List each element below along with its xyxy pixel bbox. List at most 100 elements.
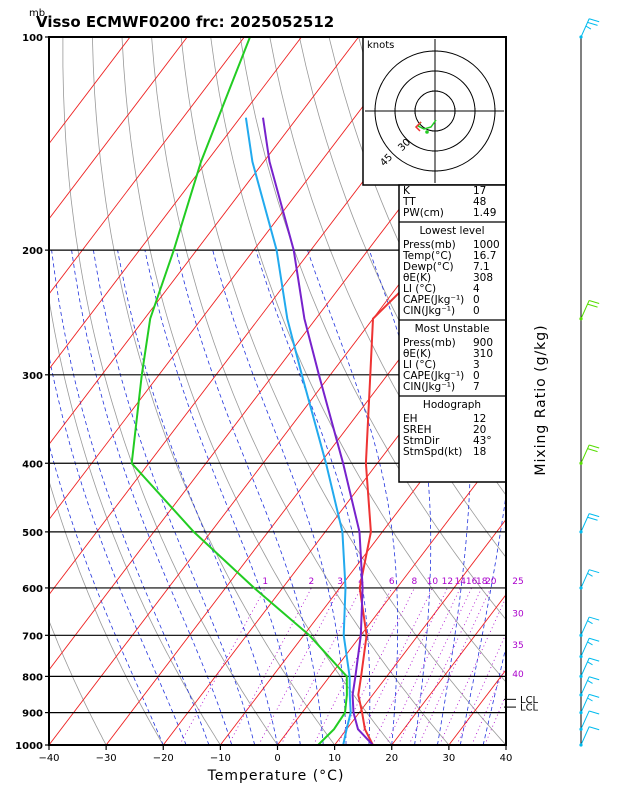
isotherm [49, 37, 188, 220]
mixing-ratio-label: 12 [442, 577, 453, 587]
wind-barb-flag [589, 616, 600, 621]
wind-barb [579, 444, 600, 465]
moist-adiabat [307, 249, 399, 745]
mixing-ratio-line [258, 587, 341, 745]
table-row-value: 7 [473, 381, 480, 393]
hodograph-block: Hodograph EH 12 SREH 20 StmDir 43° StmSpd(kt) 18 [403, 399, 492, 458]
moist-adiabat [482, 645, 506, 745]
dry-adiabat [210, 37, 506, 683]
wind-barb-staff [580, 710, 590, 730]
stats-table: K 17 TT 48 PW(cm) 1.49 Lowest level Press(mb) 1… [398, 184, 507, 483]
wind-barb-flag [587, 572, 593, 577]
wind-barb [579, 726, 600, 747]
table-row-label: SREH [403, 424, 432, 436]
table-row-label: K [403, 185, 411, 197]
table-row-label: TT [402, 196, 416, 208]
wind-barb-flag [589, 637, 600, 642]
x-tick-label: 0 [274, 753, 280, 764]
y-tick-label: 100 [22, 33, 43, 44]
isotherm [49, 37, 417, 521]
hodograph-trace [414, 121, 422, 132]
chart-title: Visso ECMWF0200 frc: 2025052512 [36, 13, 334, 31]
mixing-ratio-label: 8 [412, 577, 418, 587]
hodograph-ticks [374, 50, 496, 172]
table-row-label: θE(K) [403, 272, 431, 284]
wind-barb-staff [580, 513, 590, 533]
table-row-value: 20 [473, 424, 486, 436]
x-tick-label: 30 [443, 753, 456, 764]
mixing-ratio-label: 20 [485, 577, 497, 587]
table-header: Most Unstable [415, 323, 490, 335]
wind-barb-staff [580, 638, 590, 657]
table-row-value: 12 [473, 413, 486, 425]
mixing-ratio-label: 18 [476, 577, 488, 587]
moist-adiabat [212, 249, 347, 745]
isotherm [49, 37, 359, 446]
wind-barb [579, 569, 600, 590]
wind-barb-flag [589, 300, 600, 304]
wind-barb-staff [580, 616, 590, 636]
most-unstable-block: Most Unstable Press(mb) 900 θE(K) 310 LI (°C)… [403, 323, 493, 393]
dry-adiabat [269, 37, 506, 558]
isotherm [49, 37, 245, 295]
isotherm [49, 37, 131, 145]
wind-barb-staff [580, 18, 590, 38]
dry-adiabat [49, 296, 221, 745]
table-row-value: 48 [473, 196, 486, 208]
table-row-value: 3 [473, 359, 480, 371]
table-row-label: StmDir [403, 435, 440, 447]
background-lines [49, 37, 506, 745]
table-row-label: PW(cm) [403, 207, 444, 219]
table-row-label: CIN(Jkg⁻¹) [403, 305, 455, 317]
wind-barb-flag [589, 513, 600, 518]
y-tick-label: 1000 [15, 741, 43, 752]
moist-adiabat [93, 250, 256, 745]
lowest-level-block: Lowest level Press(mb) 1000 Temp(°C) 16.7 Dew… [402, 225, 500, 317]
mixing-ratio-label: 35 [512, 641, 523, 651]
y-tick-label: 600 [22, 584, 43, 595]
dry-adiabat [239, 37, 506, 621]
moist-adiabat [459, 492, 506, 745]
isotherm [277, 443, 506, 745]
wind-barb [579, 710, 600, 731]
table-row-value: 16.7 [473, 250, 496, 262]
mixing-ratio-label: 40 [512, 670, 524, 680]
x-tick-label: 40 [500, 753, 513, 764]
table-row-value: 0 [473, 305, 480, 317]
wind-barb-flag [589, 726, 600, 731]
table-row-value: 7.1 [473, 261, 490, 273]
table-row-label: Dewp(°C) [403, 261, 454, 273]
mixing-ratio-label: 10 [427, 577, 439, 587]
y-tick-label: 800 [22, 672, 43, 683]
mixing-ratio-axis-label: Mixing Ratio (g/kg) [533, 324, 549, 475]
isotherm [105, 218, 506, 745]
table-row-label: LI (°C) [403, 359, 436, 371]
profile-dewpoint [130, 37, 348, 745]
wind-barb-flag [587, 21, 598, 26]
wind-barb-flag [587, 679, 593, 684]
table-row-value: 308 [473, 272, 493, 284]
profile-wet-bulb [244, 117, 352, 745]
moist-adiabat [437, 249, 471, 745]
y-tick-label: 300 [22, 371, 43, 382]
pressure-unit-label: mb [29, 8, 45, 19]
y-tick-label: 200 [22, 246, 43, 257]
wind-barbs [579, 18, 600, 747]
wind-barb [579, 513, 600, 534]
table-row-label: CIN(Jkg⁻¹) [403, 381, 455, 393]
x-tick-label: −30 [96, 753, 117, 764]
dry-adiabat [121, 37, 393, 745]
mixing-ratio-label: 1 [262, 577, 268, 587]
indices-block: K 17 TT 48 PW(cm) 1.49 [399, 185, 506, 397]
hodograph-inset: knots 30 45 [362, 36, 507, 186]
mixing-ratio-line [439, 596, 506, 745]
wind-barb [579, 693, 600, 715]
dry-adiabat [62, 37, 278, 745]
wind-barb-flag [589, 676, 600, 681]
x-tick-label: 10 [328, 753, 341, 764]
wind-barb [579, 300, 600, 321]
wind-barb-staff [580, 657, 590, 677]
x-axis-label: Temperature (°C) [207, 768, 345, 784]
wind-barb-flag [589, 710, 600, 715]
